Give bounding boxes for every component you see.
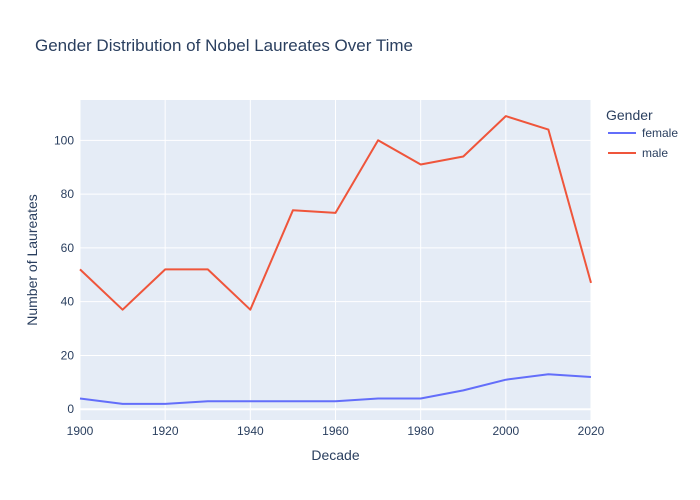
legend: Gender female male <box>606 107 678 160</box>
y-tick-label: 0 <box>67 402 74 416</box>
x-tick-label: 1960 <box>322 424 349 438</box>
y-tick-label: 20 <box>61 348 75 362</box>
y-axis-ticks: 0 20 40 60 80 100 <box>54 133 74 416</box>
x-axis-title: Decade <box>311 447 359 463</box>
y-tick-label: 80 <box>61 187 75 201</box>
y-tick-label: 60 <box>61 241 75 255</box>
x-tick-label: 2020 <box>578 424 605 438</box>
gridlines <box>79 100 592 420</box>
x-tick-label: 1900 <box>67 424 94 438</box>
series-line-male <box>79 115 592 311</box>
y-tick-label: 40 <box>61 295 75 309</box>
y-tick-label: 100 <box>54 133 74 147</box>
legend-label-female: female <box>642 126 678 140</box>
legend-label-male: male <box>642 146 668 160</box>
chart-title: Gender Distribution of Nobel Laureates O… <box>35 36 413 55</box>
x-tick-label: 1940 <box>237 424 264 438</box>
series-lines <box>79 115 592 405</box>
x-tick-label: 1920 <box>152 424 179 438</box>
legend-title: Gender <box>606 107 653 123</box>
x-axis-ticks: 1900 1920 1940 1960 1980 2000 2020 <box>67 424 605 438</box>
x-tick-label: 1980 <box>407 424 434 438</box>
series-line-female <box>79 373 592 405</box>
x-tick-label: 2000 <box>492 424 519 438</box>
y-axis-title: Number of Laureates <box>24 194 40 326</box>
